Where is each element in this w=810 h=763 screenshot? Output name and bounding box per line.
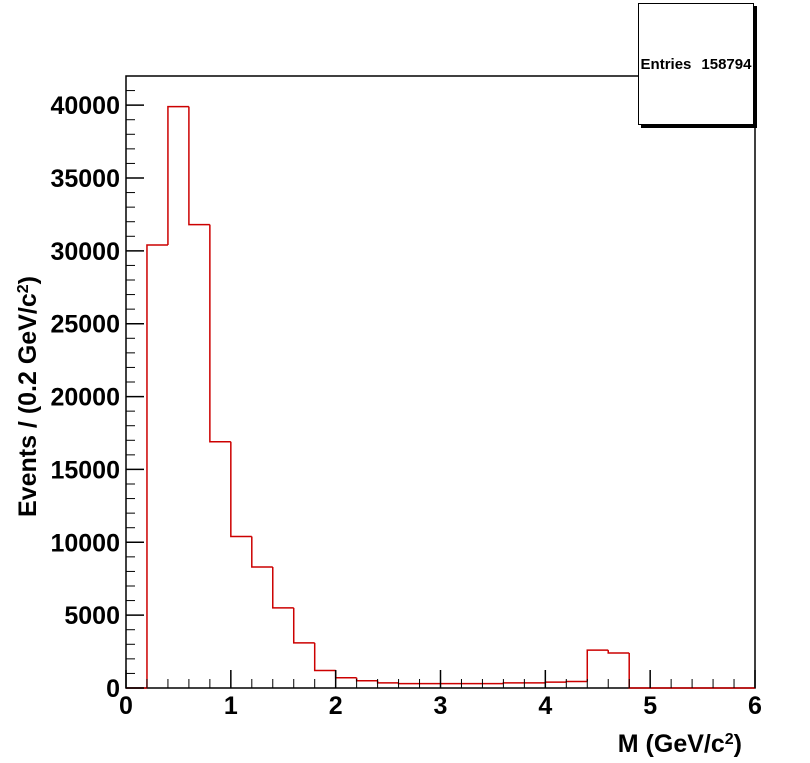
histogram-bin bbox=[607, 650, 630, 654]
x-tick-label: 5 bbox=[643, 692, 657, 720]
histogram-bin bbox=[397, 682, 420, 685]
x-tick-label: 1 bbox=[224, 692, 238, 720]
y-tick-label: 0 bbox=[106, 675, 120, 703]
histogram-bin bbox=[251, 536, 273, 568]
x-axis-title-superscript: 2 bbox=[725, 731, 734, 748]
plot-frame bbox=[125, 75, 756, 689]
stats-box: Entries 158794 bbox=[638, 3, 754, 125]
histogram-bin bbox=[230, 441, 252, 538]
histogram-bin bbox=[292, 607, 315, 644]
y-tick-label: 10000 bbox=[50, 529, 120, 557]
histogram-bin bbox=[565, 680, 588, 683]
histogram-bin bbox=[586, 649, 609, 682]
histogram-bin bbox=[272, 567, 294, 609]
stats-entries-label: Entries bbox=[640, 55, 692, 73]
y-axis-title-superscript: 2 bbox=[15, 284, 32, 293]
histogram-bin bbox=[334, 670, 357, 679]
x-tick-label: 2 bbox=[329, 692, 343, 720]
y-tick-label: 5000 bbox=[64, 602, 120, 630]
x-axis-title: M (GeV/c2) bbox=[618, 730, 742, 758]
x-tick-label: 6 bbox=[748, 692, 762, 720]
y-tick-label: 30000 bbox=[50, 238, 120, 266]
x-tick-label: 3 bbox=[434, 692, 448, 720]
y-tick-label: 25000 bbox=[50, 311, 120, 339]
histogram-bin bbox=[209, 224, 231, 443]
y-tick-label: 35000 bbox=[50, 165, 120, 193]
y-tick-label: 40000 bbox=[50, 92, 120, 120]
x-tick-label: 4 bbox=[538, 692, 552, 720]
y-tick-label: 15000 bbox=[50, 456, 120, 484]
histogram-bin bbox=[376, 680, 399, 684]
histogram-bin bbox=[502, 682, 525, 684]
histogram-bin bbox=[628, 653, 651, 689]
y-axis-title: Events / (0.2 GeV/c2) bbox=[14, 276, 42, 517]
histogram-bin bbox=[146, 244, 168, 688]
tick-labels: 0 1 2 3 4 5 6 0 5000 10000 15000 20000 25000 30000 350… bbox=[50, 92, 761, 720]
histogram-bin bbox=[167, 105, 189, 246]
stats-entries-value: 158794 bbox=[701, 55, 752, 73]
y-tick-label: 20000 bbox=[50, 384, 120, 412]
axis-ticks bbox=[125, 75, 756, 689]
x-tick-label: 0 bbox=[119, 692, 133, 720]
histogram-bin bbox=[188, 106, 210, 226]
histogram-bin bbox=[355, 677, 378, 682]
histogram-bin bbox=[313, 642, 336, 672]
histogram-bin bbox=[544, 681, 567, 683]
histogram-layer bbox=[126, 105, 755, 689]
